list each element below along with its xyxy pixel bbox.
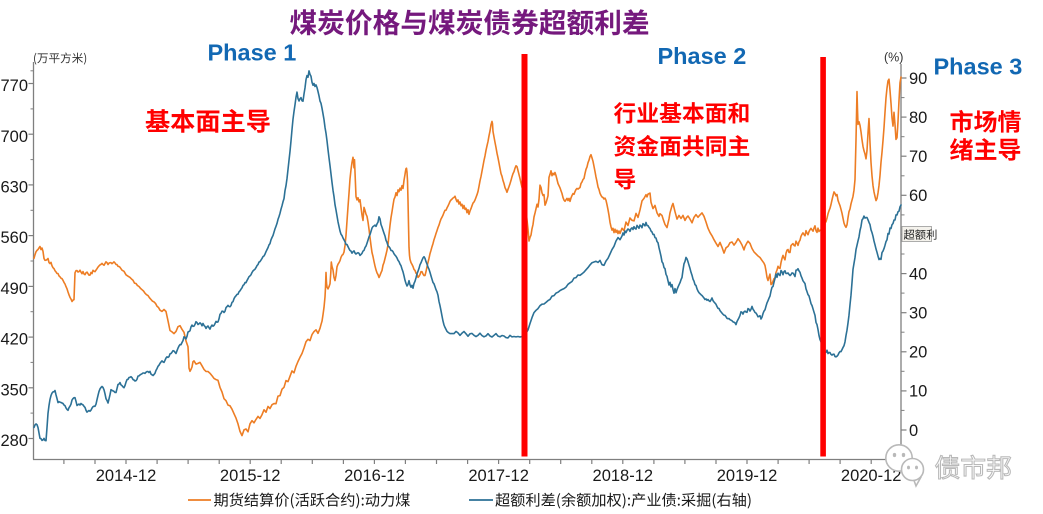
svg-text:630: 630 [0, 179, 28, 197]
svg-text:2016-12: 2016-12 [344, 467, 405, 485]
svg-text:350: 350 [0, 381, 28, 399]
svg-text:420: 420 [0, 331, 28, 349]
svg-text:2017-12: 2017-12 [468, 467, 529, 485]
svg-text:20: 20 [909, 344, 927, 362]
svg-text:0: 0 [909, 422, 918, 440]
svg-text:Phase 2: Phase 2 [658, 43, 747, 69]
svg-text:40: 40 [909, 265, 927, 283]
svg-text:Phase 1: Phase 1 [208, 39, 297, 65]
svg-text:10: 10 [909, 383, 927, 401]
svg-text:280: 280 [0, 432, 28, 450]
svg-text:700: 700 [0, 128, 28, 146]
svg-text:80: 80 [909, 109, 927, 127]
svg-text:560: 560 [0, 229, 28, 247]
svg-text:(%): (%) [884, 51, 903, 65]
svg-text:90: 90 [909, 70, 927, 88]
svg-text:2020-12: 2020-12 [841, 467, 902, 485]
svg-text:2015-12: 2015-12 [220, 467, 281, 485]
svg-text:Phase 3: Phase 3 [934, 53, 1023, 79]
svg-text:2019-12: 2019-12 [717, 467, 778, 485]
svg-text:60: 60 [909, 187, 927, 205]
svg-text:490: 490 [0, 280, 28, 298]
svg-text:2018-12: 2018-12 [593, 467, 654, 485]
svg-text:70: 70 [909, 148, 927, 166]
svg-text:30: 30 [909, 305, 927, 323]
svg-text:770: 770 [0, 77, 28, 95]
svg-text:2014-12: 2014-12 [96, 467, 157, 485]
